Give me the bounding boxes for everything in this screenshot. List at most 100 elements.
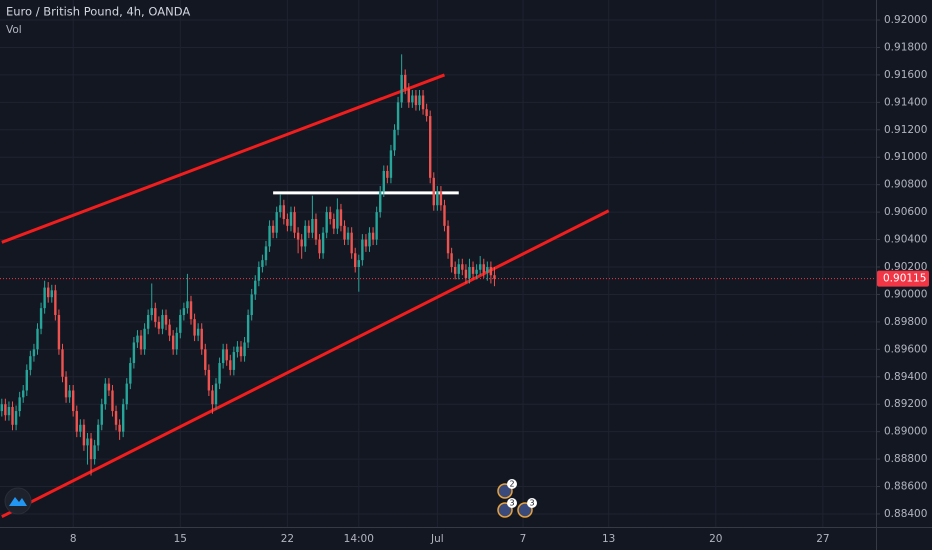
candle-body xyxy=(375,212,378,240)
x-tick-label: 27 xyxy=(816,533,829,545)
candle-body xyxy=(311,218,314,233)
candle-body xyxy=(189,301,193,320)
candle-body xyxy=(407,88,410,103)
y-tick-label: 0.88600 xyxy=(884,481,927,493)
y-tick-label: 0.91400 xyxy=(884,96,927,108)
y-tick-label: 0.89400 xyxy=(884,371,927,383)
candle-body xyxy=(246,315,250,343)
candle-body xyxy=(421,95,425,110)
candles xyxy=(0,54,496,476)
x-tick-label: 7 xyxy=(520,533,527,545)
candle-body xyxy=(32,349,36,357)
candle-body xyxy=(22,390,25,398)
event-count: 2 xyxy=(509,480,514,489)
candle-body xyxy=(411,95,414,103)
candle-body xyxy=(314,218,318,240)
y-tick-label: 0.90200 xyxy=(884,261,927,273)
candle-body xyxy=(14,411,18,425)
candle-body xyxy=(29,356,32,370)
x-tick-label: 14:00 xyxy=(344,533,374,545)
x-tick-label: Jul xyxy=(430,533,444,545)
candle-body xyxy=(118,424,121,432)
candle-body xyxy=(93,445,96,460)
candle-body xyxy=(336,209,339,229)
x-tick-label: 22 xyxy=(281,533,294,545)
candle-body xyxy=(175,332,178,350)
candle-body xyxy=(7,406,11,416)
candle-body xyxy=(300,239,303,247)
candle-body xyxy=(304,225,307,247)
candle-body xyxy=(111,390,114,412)
y-tick-label: 0.89800 xyxy=(884,316,927,328)
candle-body xyxy=(250,294,253,316)
axes: 0.92000 0.91800 0.91600 0.91400 0.91200 0.910… xyxy=(70,14,929,545)
candle-body xyxy=(286,218,289,226)
candle-body xyxy=(332,218,336,229)
y-tick-label: 0.89200 xyxy=(884,398,927,410)
candle-body xyxy=(4,404,7,416)
y-tick-label: 0.90000 xyxy=(884,288,927,300)
candle-body xyxy=(264,246,268,261)
candle-body xyxy=(211,390,214,405)
candle-body xyxy=(54,290,57,316)
candle-body xyxy=(271,225,275,233)
candle-body xyxy=(146,315,150,329)
candle-body xyxy=(96,424,100,446)
candle-body xyxy=(318,239,321,254)
candle-body xyxy=(193,319,196,336)
candle-body xyxy=(429,116,432,178)
candle-body xyxy=(47,287,50,298)
x-tick-label: 20 xyxy=(709,533,722,545)
event-count: 3 xyxy=(529,499,534,508)
candle-body xyxy=(121,404,125,432)
y-tick-label: 0.88800 xyxy=(884,453,927,465)
candle-body xyxy=(125,383,128,405)
candle-body xyxy=(82,424,86,446)
candle-body xyxy=(57,315,61,350)
candle-body xyxy=(132,342,136,364)
candle-body xyxy=(221,349,225,364)
candle-body xyxy=(282,205,286,219)
candle-body xyxy=(386,170,389,178)
candle-body xyxy=(382,170,385,192)
candle-body xyxy=(214,383,218,405)
y-tick-label: 0.91800 xyxy=(884,41,927,53)
candle-body xyxy=(182,308,186,316)
candle-body xyxy=(268,225,271,247)
candle-body xyxy=(346,232,350,240)
candle-body xyxy=(439,191,443,206)
candle-body xyxy=(104,383,107,405)
y-tick-label: 0.89000 xyxy=(884,426,927,438)
candle-body xyxy=(432,177,435,206)
candle-body xyxy=(171,335,175,350)
candle-body xyxy=(225,349,228,361)
candle-body xyxy=(72,390,75,412)
logo[interactable] xyxy=(4,487,32,515)
candle-body xyxy=(68,390,71,398)
candle-body xyxy=(254,280,257,295)
logo-icon[interactable] xyxy=(9,497,27,506)
candle-body xyxy=(136,335,139,343)
candle-body xyxy=(143,328,146,350)
candle-body xyxy=(279,205,282,213)
candle-body xyxy=(11,406,14,425)
candle-body xyxy=(361,239,364,261)
candle-body xyxy=(139,335,143,350)
event-badge xyxy=(507,479,517,489)
candle-body xyxy=(307,225,311,233)
trend-line xyxy=(1,209,610,519)
candle-body xyxy=(296,232,300,240)
grid xyxy=(0,0,876,527)
candle-body xyxy=(453,266,457,274)
candle-body xyxy=(478,264,482,270)
last-price-label: 0.90115 xyxy=(883,273,926,285)
candle-body xyxy=(25,369,28,391)
candle-body xyxy=(443,205,446,226)
candle-body xyxy=(414,95,418,106)
candle-body xyxy=(468,266,471,278)
x-tick-label: 8 xyxy=(70,533,77,545)
event-badge xyxy=(527,498,537,508)
candle-body xyxy=(368,232,371,247)
candle-body xyxy=(107,383,111,391)
